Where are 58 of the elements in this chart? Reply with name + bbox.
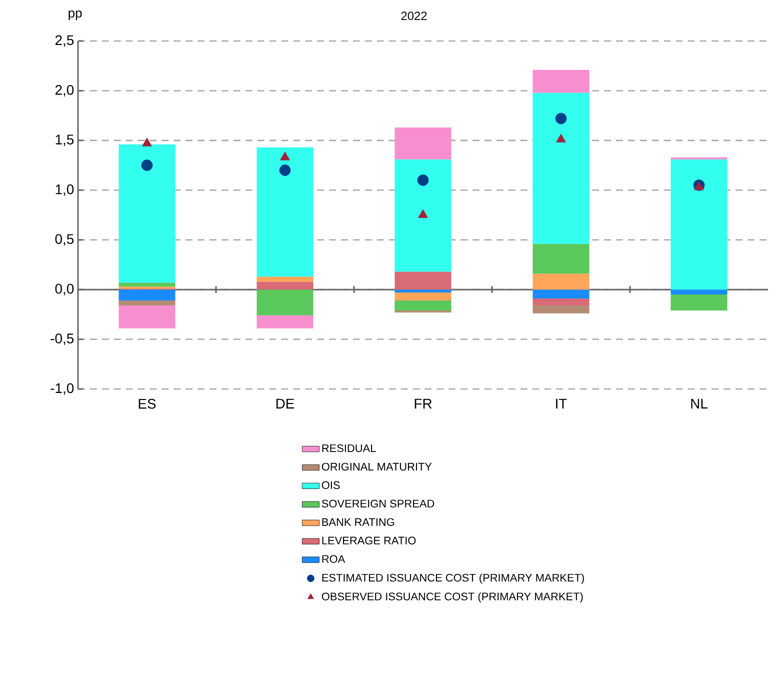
y-tick-label: 2,5 xyxy=(55,35,74,47)
chart-title: 2022 xyxy=(401,12,427,20)
point xyxy=(141,160,153,171)
y-tick-label: -1,0 xyxy=(50,383,74,395)
legend-label: OBSERVED ISSUANCE COST (PRIMARY MARKET) xyxy=(322,592,583,603)
y-axis-title: pp xyxy=(68,10,82,20)
legend-label: SOVEREIGN SPREAD xyxy=(322,500,434,508)
legend-label: ESTIMATED ISSUANCE COST (PRIMARY MARKET) xyxy=(322,574,584,584)
bar xyxy=(532,92,590,244)
bar xyxy=(394,292,452,301)
point xyxy=(142,138,152,146)
bar xyxy=(256,290,314,316)
point xyxy=(556,134,566,142)
bar xyxy=(394,300,452,310)
x-tick-label: FR xyxy=(414,398,432,408)
bar xyxy=(532,70,590,93)
bar xyxy=(118,305,176,328)
legend-label: RESIDUAL xyxy=(322,444,376,452)
y-tick-label: 0,0 xyxy=(55,284,74,296)
x-tick-label: IT xyxy=(556,398,567,408)
point xyxy=(417,174,429,186)
bar xyxy=(394,290,452,293)
x-tick-label: DE xyxy=(276,398,294,408)
y-tick-label: 2,0 xyxy=(55,84,74,96)
point xyxy=(280,152,290,160)
y-tick-label: 0,5 xyxy=(55,234,74,246)
bar xyxy=(256,276,314,282)
y-tick-label: -0,5 xyxy=(50,334,74,346)
bar xyxy=(670,290,728,295)
bar xyxy=(670,159,728,290)
bar xyxy=(118,282,176,287)
bar xyxy=(394,272,452,290)
bar xyxy=(532,290,590,299)
legend-label: LEVERAGE RATIO xyxy=(322,536,416,544)
bar xyxy=(256,315,314,328)
x-tick-label: NL xyxy=(691,398,708,408)
legend-label: OIS xyxy=(322,481,340,490)
bar xyxy=(118,290,176,301)
point xyxy=(418,209,428,218)
bar xyxy=(118,300,176,306)
bar xyxy=(256,282,314,290)
y-tick-label: 1,5 xyxy=(56,134,74,146)
legend-label: BANK RATING xyxy=(322,518,394,526)
bar xyxy=(256,147,314,277)
bar xyxy=(532,298,590,306)
bar xyxy=(670,294,728,310)
legend-label: ORIGINAL MATURITY xyxy=(322,462,432,471)
bar xyxy=(532,305,590,314)
y-tick-label: 1,0 xyxy=(56,184,74,196)
bar xyxy=(532,244,590,274)
bar xyxy=(118,144,176,283)
bar xyxy=(394,128,452,160)
point xyxy=(555,112,567,124)
x-tick-label: ES xyxy=(138,398,156,409)
bar xyxy=(532,274,590,290)
point xyxy=(279,164,291,176)
legend-label: ROA xyxy=(322,555,346,563)
bar xyxy=(394,159,452,272)
